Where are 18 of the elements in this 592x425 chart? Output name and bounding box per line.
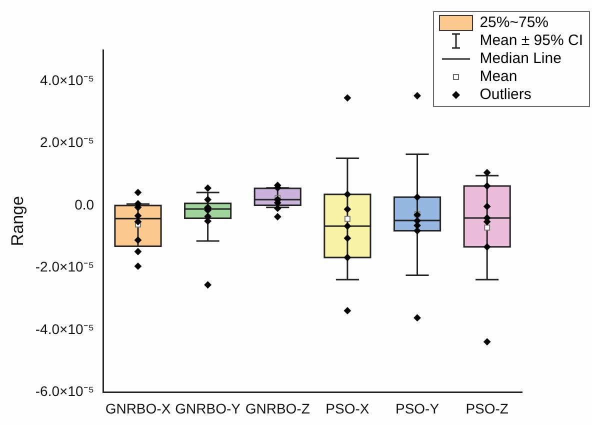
- x-tick-label: PSO-X: [326, 400, 370, 416]
- text: Mean ± 95% CI: [480, 32, 583, 50]
- x-tick-label: GNRBO-Y: [175, 400, 242, 416]
- y-tick-label: 0.0: [74, 196, 94, 212]
- y-axis-title: Range: [8, 196, 27, 246]
- x-tick-label: PSO-Z: [466, 400, 509, 416]
- annotation: Outliers: [480, 86, 532, 104]
- y-tick-label: -6.0×10⁻⁵: [35, 383, 94, 400]
- x-tick-label: GNRBO-Z: [245, 400, 310, 416]
- y-tick-label: -2.0×10⁻⁵: [35, 258, 94, 275]
- y-tick-label: 4.0×10⁻⁵: [40, 72, 94, 88]
- x-tick-label: GNRBO-X: [105, 400, 172, 416]
- y-tick-label: -4.0×10⁻⁵: [35, 320, 94, 337]
- annotation: Mean: [480, 68, 518, 86]
- x-tick-label: PSO-Y: [395, 400, 440, 416]
- annotation: Median Line: [480, 50, 562, 68]
- y-tick-label: 2.0×10⁻⁵: [40, 134, 94, 150]
- text: 25%~75%: [480, 14, 549, 32]
